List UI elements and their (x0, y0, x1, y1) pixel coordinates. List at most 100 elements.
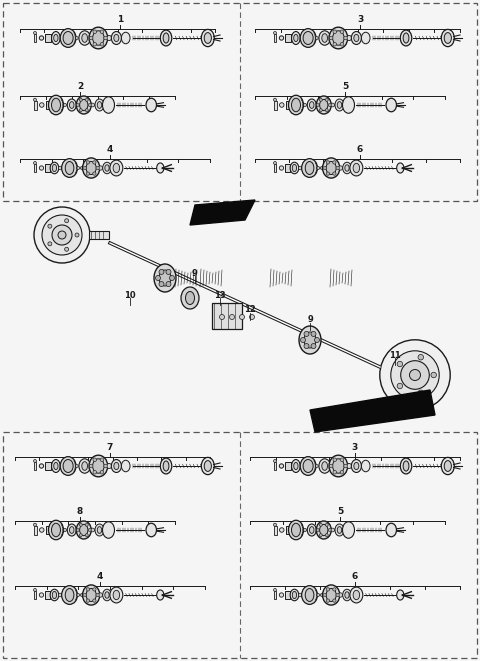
Ellipse shape (110, 587, 123, 603)
Circle shape (340, 471, 344, 474)
Text: 4: 4 (97, 572, 103, 581)
Bar (274, 34, 276, 42)
Text: 8: 8 (77, 507, 83, 516)
Ellipse shape (300, 457, 316, 475)
Ellipse shape (63, 32, 73, 44)
Ellipse shape (353, 163, 360, 173)
Circle shape (93, 42, 96, 46)
Circle shape (333, 42, 336, 46)
Ellipse shape (51, 98, 60, 112)
Circle shape (311, 331, 316, 336)
Ellipse shape (326, 588, 336, 602)
Ellipse shape (310, 102, 314, 108)
Ellipse shape (335, 99, 344, 111)
Ellipse shape (83, 585, 100, 605)
Ellipse shape (290, 162, 299, 174)
Text: 3: 3 (352, 443, 358, 452)
Circle shape (34, 161, 36, 165)
Ellipse shape (305, 161, 314, 175)
Ellipse shape (103, 162, 111, 174)
Ellipse shape (316, 521, 331, 539)
Circle shape (93, 161, 96, 164)
Ellipse shape (343, 589, 351, 601)
Circle shape (431, 372, 436, 377)
Circle shape (304, 331, 309, 336)
Circle shape (100, 471, 104, 474)
Bar (46, 101, 51, 109)
Ellipse shape (386, 98, 396, 112)
Ellipse shape (333, 31, 344, 45)
Circle shape (83, 594, 86, 597)
Circle shape (300, 338, 305, 342)
Ellipse shape (86, 161, 96, 175)
Circle shape (320, 167, 323, 169)
Ellipse shape (163, 33, 169, 43)
Text: 5: 5 (342, 82, 348, 91)
Circle shape (316, 104, 319, 106)
Circle shape (75, 465, 78, 467)
Ellipse shape (48, 95, 63, 115)
Ellipse shape (65, 161, 74, 175)
Ellipse shape (403, 33, 409, 43)
Circle shape (325, 108, 328, 112)
Circle shape (397, 362, 403, 367)
Circle shape (338, 593, 343, 597)
Ellipse shape (403, 461, 409, 471)
Circle shape (347, 36, 352, 40)
Circle shape (250, 315, 254, 319)
Ellipse shape (351, 459, 361, 473)
Ellipse shape (121, 32, 130, 44)
Ellipse shape (396, 590, 404, 600)
Text: 2: 2 (77, 82, 83, 91)
Ellipse shape (291, 32, 300, 44)
Circle shape (317, 167, 320, 169)
Circle shape (340, 458, 344, 461)
Ellipse shape (292, 165, 297, 172)
Circle shape (317, 594, 320, 596)
Circle shape (39, 527, 44, 532)
Ellipse shape (146, 98, 156, 112)
Ellipse shape (320, 99, 328, 110)
Ellipse shape (61, 159, 77, 177)
Ellipse shape (51, 524, 60, 537)
Circle shape (320, 594, 323, 596)
Ellipse shape (50, 589, 59, 601)
Circle shape (303, 529, 307, 531)
Bar (46, 526, 51, 533)
Circle shape (59, 593, 62, 597)
Circle shape (65, 219, 69, 223)
Ellipse shape (291, 459, 300, 473)
Ellipse shape (333, 459, 344, 473)
Ellipse shape (343, 162, 351, 174)
Ellipse shape (185, 292, 194, 305)
Circle shape (328, 104, 331, 106)
Ellipse shape (48, 520, 63, 540)
Circle shape (85, 98, 88, 101)
Text: 13: 13 (214, 290, 226, 299)
Circle shape (96, 594, 99, 597)
Circle shape (274, 161, 276, 165)
Circle shape (279, 593, 284, 597)
Circle shape (333, 172, 336, 175)
Polygon shape (190, 200, 255, 225)
Text: 5: 5 (337, 507, 343, 516)
Circle shape (274, 524, 276, 526)
Circle shape (418, 354, 423, 360)
Ellipse shape (303, 32, 313, 44)
Circle shape (104, 464, 108, 468)
Circle shape (169, 276, 175, 280)
Ellipse shape (345, 592, 349, 598)
Circle shape (93, 588, 96, 591)
Circle shape (333, 458, 336, 461)
Circle shape (274, 98, 276, 101)
Circle shape (401, 361, 429, 389)
Ellipse shape (319, 31, 330, 45)
Ellipse shape (121, 460, 130, 472)
Ellipse shape (97, 102, 102, 108)
Ellipse shape (50, 162, 59, 174)
Ellipse shape (110, 160, 123, 176)
Ellipse shape (329, 455, 348, 477)
Circle shape (63, 104, 67, 106)
Circle shape (325, 533, 328, 537)
Circle shape (80, 594, 83, 596)
